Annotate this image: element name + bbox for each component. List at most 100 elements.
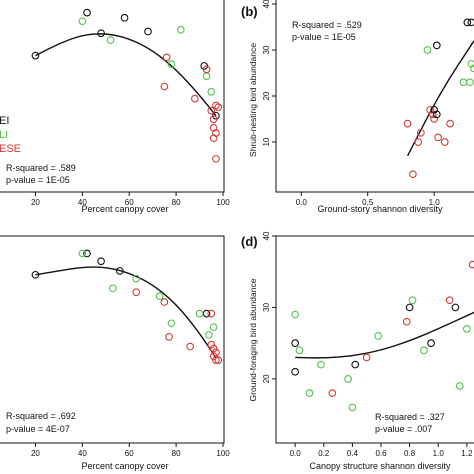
panel-c-point-black (97, 257, 105, 266)
panel-d-point-green (295, 346, 304, 355)
panel-c-point-red (207, 309, 216, 318)
legend-ese: ESE (0, 143, 21, 155)
panel-d-xtick-label: 1.0 (433, 449, 445, 458)
panel-d-point-black (291, 367, 300, 376)
panel-b-points (403, 18, 474, 179)
panel-c-xtick-label: 80 (172, 449, 181, 458)
panel-c-point-red (132, 288, 141, 297)
panel-b-point-red (409, 170, 417, 179)
panel-d-point-black (427, 339, 435, 347)
panel-d-point-green (344, 375, 352, 383)
panel-b-point-green (466, 78, 474, 87)
panel-c-xtick-label: 60 (125, 449, 134, 458)
panel-d-point-green (408, 296, 417, 305)
panel-c-xtick-label: 20 (31, 449, 40, 458)
panel-a-point-red (162, 53, 171, 62)
panel-d-point-black (451, 303, 460, 312)
panel-d-label: (d) (241, 234, 258, 249)
panel-d-point-green (305, 389, 314, 397)
panel-d-xlabel: Canopy structure shannon diversity (309, 461, 451, 471)
panel-a-point-red (209, 134, 218, 143)
panel-c-points (31, 249, 223, 365)
panel-a-r-squared: R-squared = .589 (6, 163, 76, 173)
panel-a-point-green (167, 60, 176, 69)
panel-c-fit-line (35, 266, 217, 359)
panel-a-point-black (120, 13, 129, 22)
panel-c-point-red (209, 352, 218, 361)
panel-c-point-green (209, 323, 218, 332)
panel-c-ticks: 20 40 60 80 100 (31, 443, 230, 458)
panel-d: 0.0 0.2 0.4 0.6 0.8 1.0 1.2 20 30 40 (d) Ground-f… (241, 231, 474, 471)
panel-d-points (291, 260, 474, 412)
panel-d-point-green (291, 310, 300, 319)
panel-b-point-black (432, 41, 441, 50)
panel-d-point-green (317, 360, 325, 369)
panel-c-point-red (212, 348, 220, 357)
legend-li: LI (0, 129, 8, 141)
panel-b-point-black (432, 110, 441, 119)
panel-d-point-green (462, 325, 471, 333)
panel-b-ytick-label: 20 (262, 91, 271, 100)
panel-d-ytick-label: 40 (262, 231, 271, 240)
panel-a-point-black (31, 51, 40, 60)
panel-b-ticks: 0.0 0.5 1.0 10 20 30 40 (262, 0, 440, 207)
panel-b-point-green (459, 78, 468, 87)
panel-c-point-black (83, 249, 91, 258)
panel-a-xtick-label: 40 (78, 198, 87, 207)
panel-d-point-green (455, 382, 464, 390)
panel-a-p-value: p-value = 1E-05 (6, 175, 70, 185)
panel-d-point-green (420, 346, 428, 355)
panel-d-point-black (405, 303, 414, 312)
panel-d-point-red (328, 389, 337, 397)
panel-b-xlabel: Ground-story shannon diversity (317, 204, 443, 214)
panel-c-point-green (78, 249, 87, 258)
panel-a-point-red (212, 154, 220, 163)
panel-b-point-red (434, 133, 442, 142)
panel-d-xtick-label: 0.2 (318, 449, 330, 458)
panel-b-ylabel: Shrub-nesting bird abundance (248, 43, 258, 157)
panel-b-p-value: p-value = 1E-05 (292, 32, 356, 42)
panel-a-points (31, 8, 223, 163)
panel-b-xtick-label: 0.5 (362, 198, 374, 207)
panel-c-point-black (31, 270, 40, 279)
panel-b-point-red (417, 128, 425, 137)
legend-ei: EI (0, 115, 9, 127)
panel-a-fit-line (35, 33, 217, 117)
panel-a-point-red (214, 103, 223, 112)
panel-d-point-red (445, 296, 454, 305)
panel-b-fit-line (406, 40, 474, 157)
panel-a-xtick-label: 20 (31, 198, 40, 207)
panel-b-point-green (470, 64, 474, 73)
panel-b-label: (b) (241, 4, 258, 19)
panel-d-xtick-label: 1.2 (461, 449, 473, 458)
panel-b-ytick-label: 10 (262, 137, 271, 146)
panel-a-point-green (202, 72, 211, 81)
panel-a-xtick-label: 100 (216, 198, 230, 207)
panel-c-xlabel: Percent canopy cover (81, 461, 168, 471)
panel-c-xtick-label: 100 (216, 449, 230, 458)
panel-b-point-red (403, 119, 412, 128)
panel-c-r-squared: R-squared = .692 (6, 411, 76, 421)
panel-b-xtick-label: 1.0 (429, 198, 441, 207)
panel-a-point-red (160, 82, 169, 91)
panel-d-point-green (348, 403, 357, 412)
panel-c-p-value: p-value = 4E-07 (6, 424, 70, 434)
panel-a-point-black (83, 8, 91, 17)
panel-c-point-black (115, 267, 124, 275)
panel-d-point-red (402, 317, 411, 326)
panel-b: 0.0 0.5 1.0 10 20 30 40 (b) Shrub-nesting bird… (241, 0, 474, 214)
panel-b-point-red (414, 138, 423, 146)
panel-b-r-squared: R-squared = .529 (292, 20, 362, 30)
panel-a-point-red (191, 94, 199, 103)
panel-c-point-green (155, 292, 164, 300)
panel-a-ticks: 20 40 60 80 100 (31, 192, 230, 207)
legend: EI LI ESE (0, 115, 21, 155)
panel-c-point-red (207, 340, 216, 349)
panel-a-xlabel: Percent canopy cover (81, 204, 168, 214)
panel-c-point-green (205, 331, 213, 339)
panel-c-point-red (214, 356, 223, 365)
panel-b-point-green (423, 46, 432, 54)
panel-c-point-green (108, 284, 117, 293)
panel-d-ytick-label: 30 (262, 302, 271, 311)
